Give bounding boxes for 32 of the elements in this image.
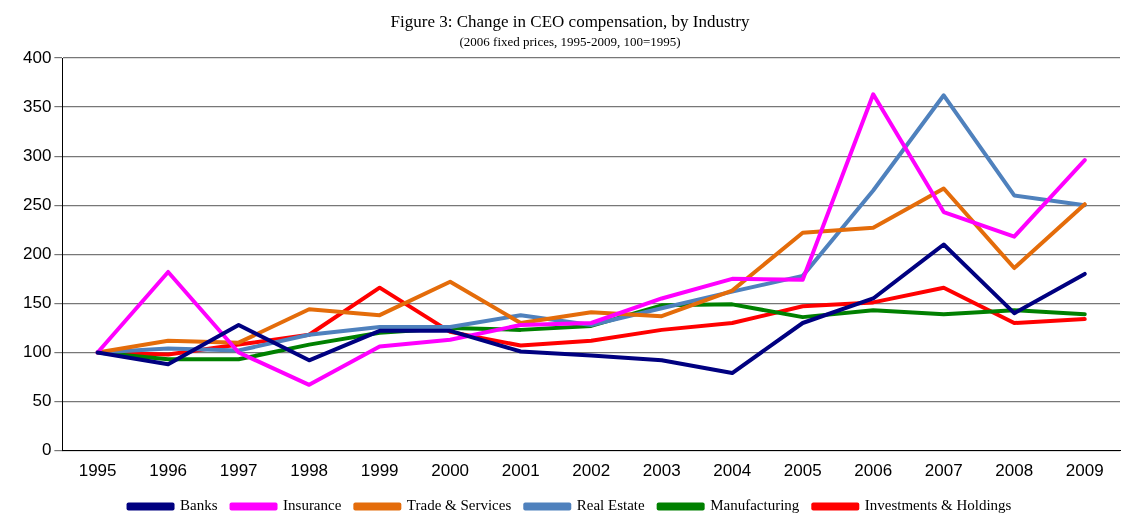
y-tick-label: 200 [22,243,52,263]
x-tick-label: 2003 [642,461,681,481]
x-tick-label: 1998 [290,461,329,481]
legend-label: Banks [180,497,218,514]
y-tick-label: 0 [41,440,52,460]
chart-title: Figure 3: Change in CEO compensation, by Industry [390,11,750,31]
x-tick-label: 2002 [572,461,611,481]
y-tick-label: 300 [22,145,52,165]
x-tick-label: 2009 [1065,461,1104,481]
x-tick-label: 1997 [219,461,258,481]
x-tick-label: 2007 [924,461,963,481]
legend-label: Manufacturing [710,497,800,514]
x-tick-label: 2008 [995,461,1034,481]
chart-subtitle: (2006 fixed prices, 1995-2009, 100=1995) [459,33,681,49]
x-tick-label: 1995 [78,461,117,481]
x-tick-label: 2006 [854,461,893,481]
x-tick-label: 2005 [783,461,822,481]
x-tick-label: 2001 [501,461,540,481]
y-tick-label: 350 [22,96,52,116]
legend-label: Insurance [283,497,342,514]
y-tick-label: 100 [22,342,52,362]
x-tick-label: 1999 [360,461,399,481]
x-tick-label: 1996 [149,461,188,481]
legend-label: Investments & Holdings [864,497,1012,514]
x-tick-label: 2000 [431,461,470,481]
legend-label: Trade & Services [406,497,512,514]
x-tick-label: 2004 [713,461,752,481]
y-tick-label: 50 [32,391,52,411]
y-tick-label: 250 [22,194,52,214]
y-tick-label: 150 [22,293,52,313]
y-tick-label: 400 [22,47,52,67]
legend-label: Real Estate [576,497,645,514]
